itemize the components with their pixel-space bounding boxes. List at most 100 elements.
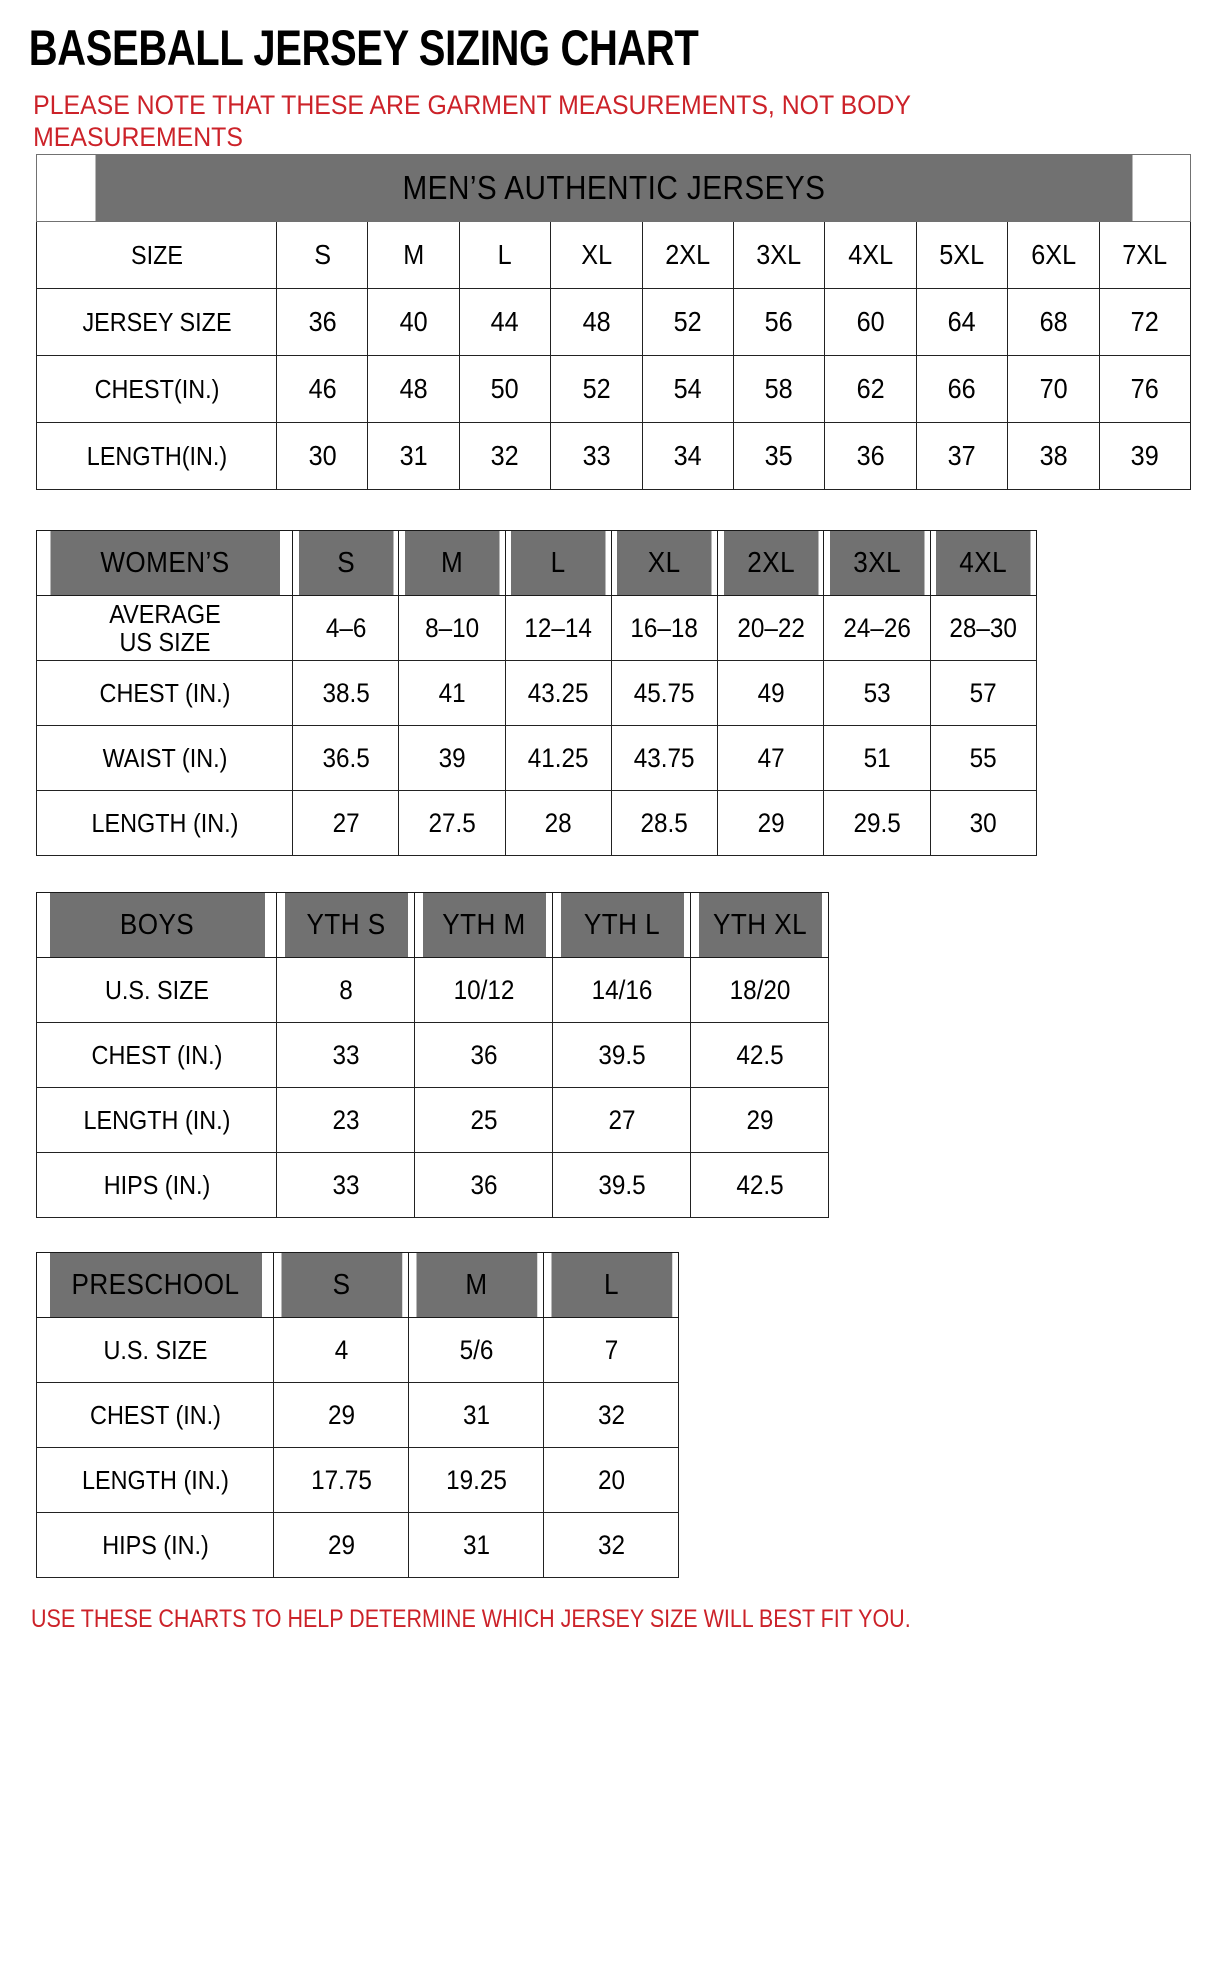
table-cell: 27 — [558, 1087, 685, 1154]
table-cell: 39 — [1103, 422, 1187, 491]
row-label: HIPS (IN.) — [48, 1152, 265, 1219]
table-cell: 36 — [280, 288, 364, 357]
womens-col-header: 3XL — [828, 530, 926, 597]
table-cell: 48 — [554, 288, 638, 357]
table-cell: 8 — [282, 957, 409, 1024]
table-cell: 54 — [646, 355, 730, 424]
section-gap — [0, 1218, 1220, 1252]
row-label: LENGTH (IN.) — [48, 790, 281, 857]
table-cell: 66 — [920, 355, 1004, 424]
row-label-line1: AVERAGE — [108, 599, 221, 630]
table-cell: 30 — [280, 422, 364, 491]
table-row: CHEST (IN.) 29 31 32 — [37, 1382, 679, 1449]
womens-col-header: L — [509, 530, 607, 597]
preschool-sizing-table: PRESCHOOL S M L U.S. SIZE 4 5/6 7 CHEST … — [36, 1252, 679, 1579]
page-title: BASEBALL JERSEY SIZING CHART — [28, 20, 699, 76]
mens-banner-label: MEN’S AUTHENTIC JERSEYS — [93, 154, 1134, 223]
table-cell: 39.5 — [558, 1152, 685, 1219]
mens-col-header: XL — [554, 221, 638, 290]
table-row: HIPS (IN.) 33 36 39.5 42.5 — [37, 1152, 829, 1219]
table-cell: 7 — [549, 1317, 673, 1384]
table-row: U.S. SIZE 4 5/6 7 — [37, 1317, 679, 1384]
table-cell: 34 — [646, 422, 730, 491]
table-cell: 28–30 — [935, 595, 1032, 662]
mens-col-header: M — [372, 221, 456, 290]
table-cell: 18/20 — [696, 957, 823, 1024]
womens-sizing-table: WOMEN’S S M L XL 2XL 3XL 4XL AVERAGE US S… — [36, 530, 1038, 857]
table-cell: 44 — [463, 288, 547, 357]
womens-col-header: S — [297, 530, 394, 597]
table-cell: 5/6 — [414, 1317, 538, 1384]
table-cell: 60 — [828, 288, 913, 357]
table-cell: 20 — [549, 1447, 673, 1514]
table-cell: 41 — [403, 660, 501, 727]
table-cell: 31 — [372, 422, 456, 491]
table-cell: 27 — [297, 790, 394, 857]
boys-table-wrapper: BOYS YTH S YTH M YTH L YTH XL U.S. SIZE … — [0, 892, 1220, 1219]
table-cell: 29.5 — [828, 790, 926, 857]
table-cell: 30 — [935, 790, 1032, 857]
table-cell: 29 — [722, 790, 820, 857]
row-label: CHEST (IN.) — [47, 1382, 263, 1449]
womens-col-header: 2XL — [722, 530, 820, 597]
table-cell: 32 — [549, 1512, 673, 1579]
mens-col-header: 2XL — [646, 221, 730, 290]
table-cell: 57 — [935, 660, 1032, 727]
table-cell: 14/16 — [558, 957, 685, 1024]
preschool-table-wrapper: PRESCHOOL S M L U.S. SIZE 4 5/6 7 CHEST … — [0, 1252, 1220, 1579]
table-cell: 52 — [646, 288, 730, 357]
table-banner-row: MEN’S AUTHENTIC JERSEYS — [37, 154, 1191, 223]
table-cell: 38 — [1011, 422, 1095, 491]
table-cell: 39 — [403, 725, 501, 792]
table-cell: 76 — [1103, 355, 1187, 424]
garment-measurement-note: PLEASE NOTE THAT THESE ARE GARMENT MEASU… — [33, 89, 911, 153]
table-cell: 56 — [737, 288, 821, 357]
table-cell: 20–22 — [722, 595, 820, 662]
mens-col-header: 5XL — [920, 221, 1004, 290]
row-label: JERSEY SIZE — [48, 288, 265, 357]
mens-col-header: 3XL — [737, 221, 821, 290]
table-cell: 12–14 — [509, 595, 607, 662]
table-cell: 25 — [420, 1087, 547, 1154]
table-cell: 50 — [463, 355, 547, 424]
row-label: CHEST(IN.) — [48, 355, 265, 424]
table-row: AVERAGE US SIZE 4–6 8–10 12–14 16–18 20–2… — [37, 595, 1037, 662]
table-cell: 53 — [828, 660, 926, 727]
mens-sizing-table: MEN’S AUTHENTIC JERSEYS SIZE S M L XL 2X… — [36, 154, 1191, 491]
table-cell: 27.5 — [403, 790, 501, 857]
table-cell: 43.25 — [509, 660, 607, 727]
row-label-line2: US SIZE — [118, 627, 211, 658]
table-cell: 29 — [696, 1087, 823, 1154]
womens-table-wrapper: WOMEN’S S M L XL 2XL 3XL 4XL AVERAGE US S… — [0, 530, 1220, 857]
table-cell: 47 — [722, 725, 820, 792]
table-row: LENGTH (IN.) 27 27.5 28 28.5 29 29.5 30 — [37, 790, 1037, 857]
table-cell: 51 — [828, 725, 926, 792]
table-header-row: SIZE S M L XL 2XL 3XL 4XL 5XL 6XL 7XL — [37, 221, 1191, 290]
boys-sizing-table: BOYS YTH S YTH M YTH L YTH XL U.S. SIZE … — [36, 892, 829, 1219]
table-row: CHEST (IN.) 38.5 41 43.25 45.75 49 53 57 — [37, 660, 1037, 727]
mens-corner-label: SIZE — [48, 221, 265, 290]
table-cell: 28 — [509, 790, 607, 857]
table-cell: 33 — [554, 422, 638, 491]
table-row: CHEST(IN.) 46 48 50 52 54 58 62 66 70 76 — [37, 355, 1191, 424]
womens-col-header: M — [403, 530, 501, 597]
table-cell: 41.25 — [509, 725, 607, 792]
table-cell: 45.75 — [616, 660, 713, 727]
table-cell: 33 — [282, 1022, 409, 1089]
table-cell: 32 — [463, 422, 547, 491]
womens-col-header: 4XL — [935, 530, 1032, 597]
boys-col-header: YTH XL — [696, 892, 823, 959]
table-cell: 72 — [1103, 288, 1187, 357]
table-cell: 39.5 — [558, 1022, 685, 1089]
table-cell: 43.75 — [616, 725, 713, 792]
table-cell: 68 — [1011, 288, 1095, 357]
table-cell: 64 — [920, 288, 1004, 357]
table-cell: 36 — [420, 1022, 547, 1089]
row-label: LENGTH(IN.) — [48, 422, 265, 491]
table-cell: 31 — [414, 1512, 538, 1579]
row-label: U.S. SIZE — [48, 957, 265, 1024]
table-cell: 23 — [282, 1087, 409, 1154]
row-label: AVERAGE US SIZE — [48, 595, 281, 662]
section-gap — [0, 856, 1220, 892]
